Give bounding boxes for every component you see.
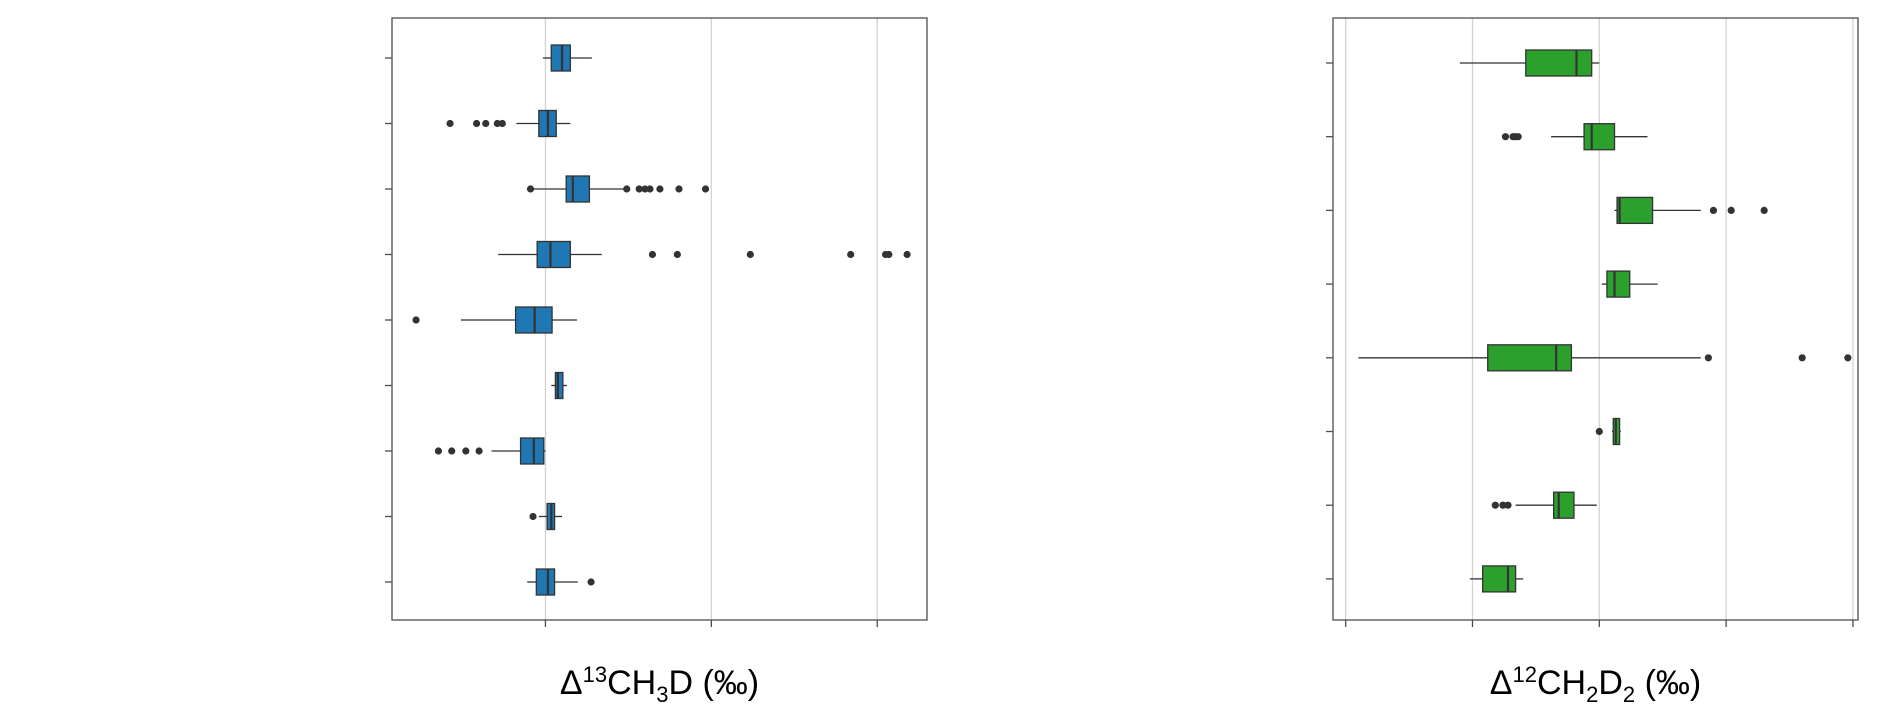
box-photochemical-oxidation bbox=[434, 437, 546, 465]
x-axis-title-mid1: CH bbox=[1537, 664, 1586, 702]
x-axis-title-mid2: D (‰) bbox=[668, 664, 759, 702]
box-aom-methanotrophy bbox=[1614, 196, 1768, 225]
x-axis-title: Δ13CH3D (‰) bbox=[560, 662, 759, 707]
outlier-point bbox=[434, 447, 443, 455]
box-iqr bbox=[1616, 196, 1654, 225]
box-sediment-incubation bbox=[527, 568, 595, 596]
x-axis-title-sub1: 3 bbox=[656, 682, 668, 707]
box-iqr bbox=[550, 44, 571, 72]
box-iqr bbox=[1553, 491, 1575, 519]
outlier-point bbox=[1514, 133, 1522, 141]
outlier-point bbox=[1709, 206, 1718, 214]
outlier-point bbox=[462, 447, 470, 455]
box-iqr bbox=[1583, 123, 1616, 151]
outlier-point bbox=[885, 250, 893, 259]
box-iqr bbox=[1481, 565, 1517, 593]
x-axis-title-sup: 13 bbox=[583, 662, 607, 687]
outlier-point bbox=[1504, 501, 1512, 509]
outlier-point bbox=[446, 119, 454, 128]
box-microbial-methanogenesis bbox=[412, 306, 577, 334]
outlier-point bbox=[648, 250, 657, 259]
box-iqr bbox=[535, 568, 556, 596]
outlier-point bbox=[493, 119, 501, 128]
outlier-point bbox=[623, 185, 631, 193]
outlier-point bbox=[635, 185, 643, 193]
outlier-point bbox=[701, 185, 710, 193]
box-microbial-methanogenesis bbox=[1358, 344, 1852, 372]
outlier-point bbox=[412, 316, 420, 324]
box-aom-methanotrophy bbox=[526, 175, 710, 203]
box-iqr bbox=[1487, 344, 1573, 372]
x-axis-title-mid2: D bbox=[1598, 664, 1623, 702]
outlier-point bbox=[746, 250, 754, 259]
box-sediment-incubation bbox=[1469, 565, 1524, 593]
outlier-point bbox=[1760, 206, 1768, 214]
plot-area bbox=[1333, 18, 1858, 620]
outlier-point bbox=[646, 185, 654, 193]
box-abiotic-methanogenesis bbox=[542, 44, 592, 72]
outlier-point bbox=[498, 119, 506, 128]
box-iqr bbox=[1606, 270, 1631, 298]
box-iqr bbox=[554, 371, 564, 400]
outlier-point bbox=[526, 185, 535, 193]
outlier-point bbox=[473, 119, 481, 128]
outlier-point bbox=[1501, 133, 1510, 141]
x-axis-title: Δ12CH2D2 (‰) bbox=[1490, 662, 1701, 707]
box-iqr bbox=[565, 175, 591, 203]
x-axis-title-pre: Δ bbox=[1490, 664, 1513, 702]
box-mixing-experiment bbox=[551, 371, 568, 400]
outlier-point bbox=[847, 250, 855, 259]
panel-b-chart: Δ12CH2D2 (‰) bbox=[1326, 17, 1859, 707]
box-aeom-methanotrophy bbox=[1501, 123, 1648, 151]
box-pyrogenic-methanogenesis bbox=[1491, 491, 1597, 519]
x-axis-title-sub2: 2 bbox=[1623, 682, 1635, 707]
box-mixing-experiment bbox=[1595, 417, 1621, 446]
box-iqr bbox=[519, 437, 545, 465]
box-catalytic-equilibration bbox=[1601, 270, 1658, 298]
x-axis-title-pre: Δ bbox=[560, 664, 583, 702]
outlier-point bbox=[529, 512, 537, 521]
box-iqr bbox=[1525, 49, 1593, 77]
outlier-point bbox=[482, 119, 490, 128]
x-axis-title-mid1: CH bbox=[607, 664, 656, 702]
plot-area bbox=[392, 18, 927, 620]
outlier-point bbox=[903, 250, 911, 259]
outlier-point bbox=[641, 185, 649, 193]
box-catalytic-equilibration bbox=[498, 240, 911, 269]
outlier-point bbox=[656, 185, 664, 193]
outlier-point bbox=[673, 250, 681, 259]
outlier-point bbox=[475, 447, 483, 455]
outlier-point bbox=[1844, 354, 1852, 362]
outlier-point bbox=[1727, 206, 1735, 214]
x-axis-title-sub1: 2 bbox=[1586, 682, 1598, 707]
box-aeom-methanotrophy bbox=[446, 109, 571, 138]
box-pyrogenic-methanogenesis bbox=[529, 502, 563, 531]
outlier-point bbox=[448, 447, 456, 455]
x-axis-title-sup: 12 bbox=[1512, 662, 1536, 687]
outlier-point bbox=[1491, 501, 1499, 509]
outlier-point bbox=[1798, 354, 1806, 362]
outlier-point bbox=[675, 185, 683, 193]
outlier-point bbox=[1704, 354, 1712, 362]
panel-a-chart: Δ13CH3D (‰) bbox=[385, 17, 928, 707]
box-iqr bbox=[536, 240, 571, 269]
outlier-point bbox=[587, 578, 595, 586]
x-axis-title-post: (‰) bbox=[1635, 664, 1701, 702]
outlier-point bbox=[1499, 501, 1507, 509]
box-abiotic-methanogenesis bbox=[1459, 49, 1600, 77]
outlier-point bbox=[1595, 427, 1603, 436]
axes-frame bbox=[391, 17, 928, 621]
axes-frame bbox=[1332, 17, 1859, 621]
